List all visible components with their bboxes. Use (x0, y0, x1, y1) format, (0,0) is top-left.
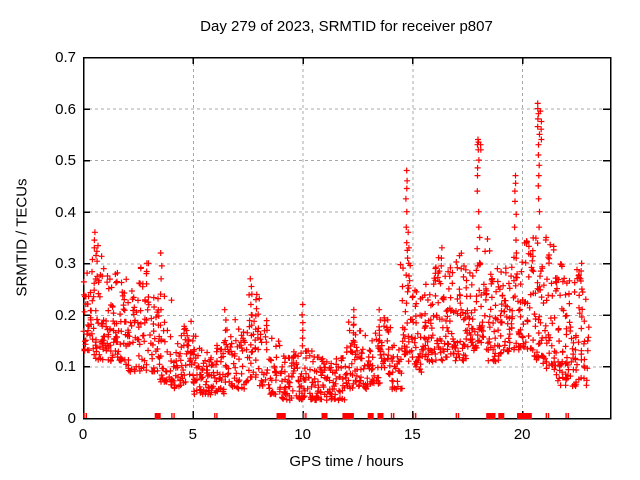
x-axis-label: GPS time / hours (289, 453, 404, 470)
zero-marker-thick (517, 413, 523, 419)
y-tick-label: 0.4 (55, 203, 76, 221)
zero-marker-thin (83, 413, 569, 418)
zero-marker-thick (498, 413, 505, 419)
zero-marker-thick (525, 413, 532, 419)
y-axis-label: SRMTID / TECUs (13, 178, 31, 297)
zero-marker-thick (279, 413, 286, 419)
x-tick-label: 0 (78, 426, 88, 443)
x-tick-label: 20 (513, 426, 531, 443)
y-tick-label: 0.3 (55, 255, 76, 273)
x-tick-label: 10 (294, 426, 311, 443)
x-tick-label: 5 (188, 426, 197, 443)
zero-marker-thick (489, 413, 496, 419)
x-tick-label: 15 (404, 426, 421, 443)
zero-marker-thick (276, 413, 283, 419)
zero-marker-thick (321, 413, 328, 419)
chart-title: Day 279 of 2023, SRMTID for receiver p80… (200, 18, 493, 35)
y-tick-label: 0.6 (55, 100, 76, 118)
zero-markers (83, 413, 569, 419)
zero-marker-thick (486, 413, 493, 419)
zero-marker-thick (347, 413, 354, 419)
y-tick-label: 0.1 (55, 358, 76, 376)
zero-marker-thick (367, 413, 374, 419)
y-tick-label: 0 (67, 410, 76, 427)
zero-marker-thick (342, 413, 349, 419)
zero-marker-thick (520, 413, 527, 419)
zero-marker-thick (377, 413, 384, 419)
zero-marker-thick (154, 413, 161, 419)
data-points (80, 100, 592, 404)
y-tick-label: 0.5 (55, 152, 76, 170)
y-tick-label: 0.2 (55, 306, 76, 324)
axis-ticks (82, 56, 610, 420)
y-tick-label: 0.7 (55, 49, 76, 66)
